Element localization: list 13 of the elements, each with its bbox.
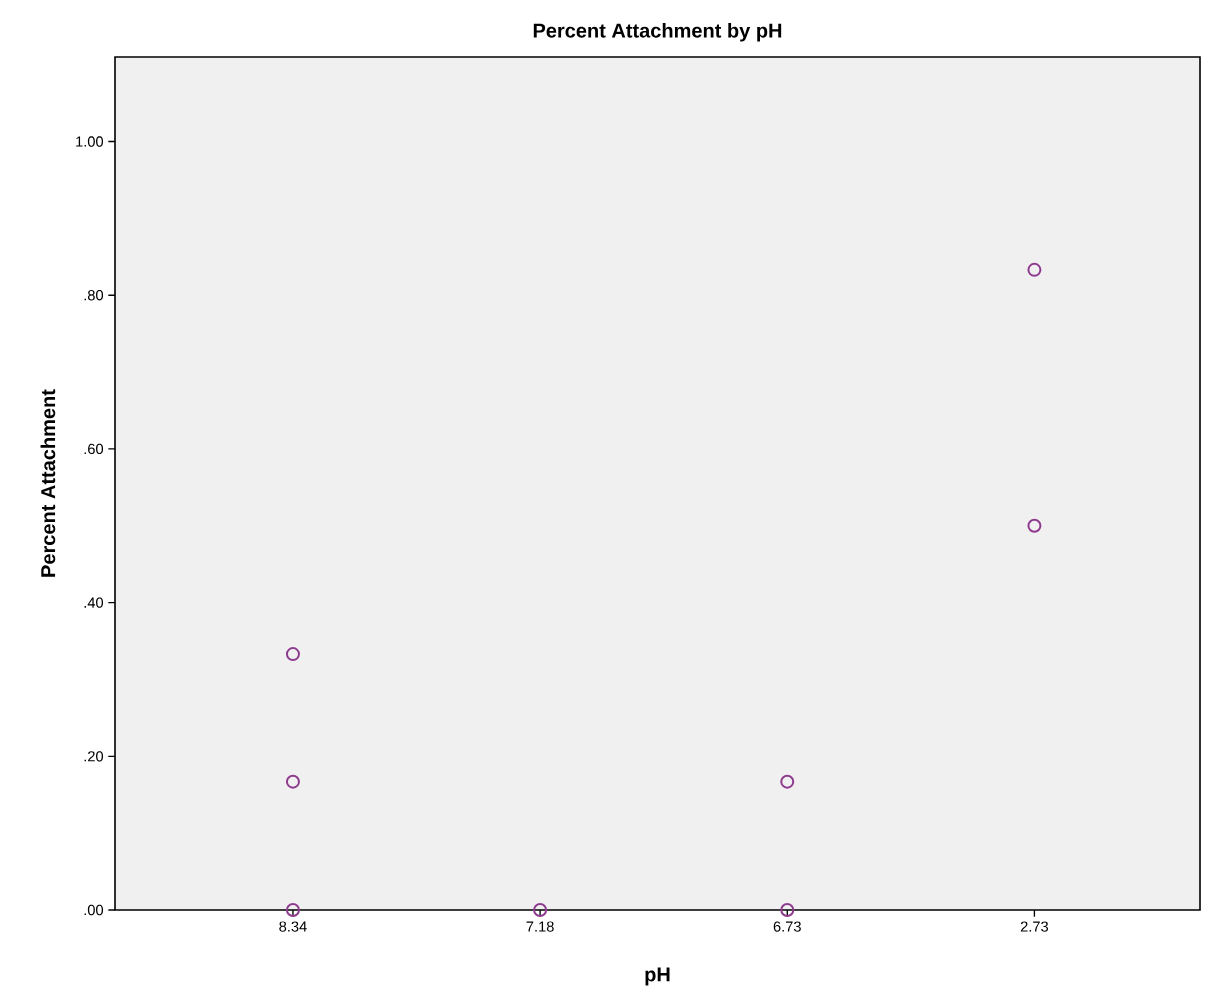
y-tick-label: .00 [84,904,104,916]
y-tick-label: 1.00 [76,136,104,147]
x-axis-title: pH [645,967,670,986]
x-tick-label: 2.73 [1020,921,1049,932]
y-axis-title: Percent Attachment [40,389,56,577]
y-tick-label: .60 [84,443,104,455]
y-tick-label: .40 [84,597,104,608]
x-tick-label: 7.18 [526,921,554,932]
x-tick-label: 6.73 [773,921,801,932]
y-tick-label: .80 [84,290,104,301]
x-tick-label: 8.34 [279,921,307,932]
y-tick-label: .20 [84,751,104,762]
chart-title: Percent Attachment by pH [533,22,782,42]
